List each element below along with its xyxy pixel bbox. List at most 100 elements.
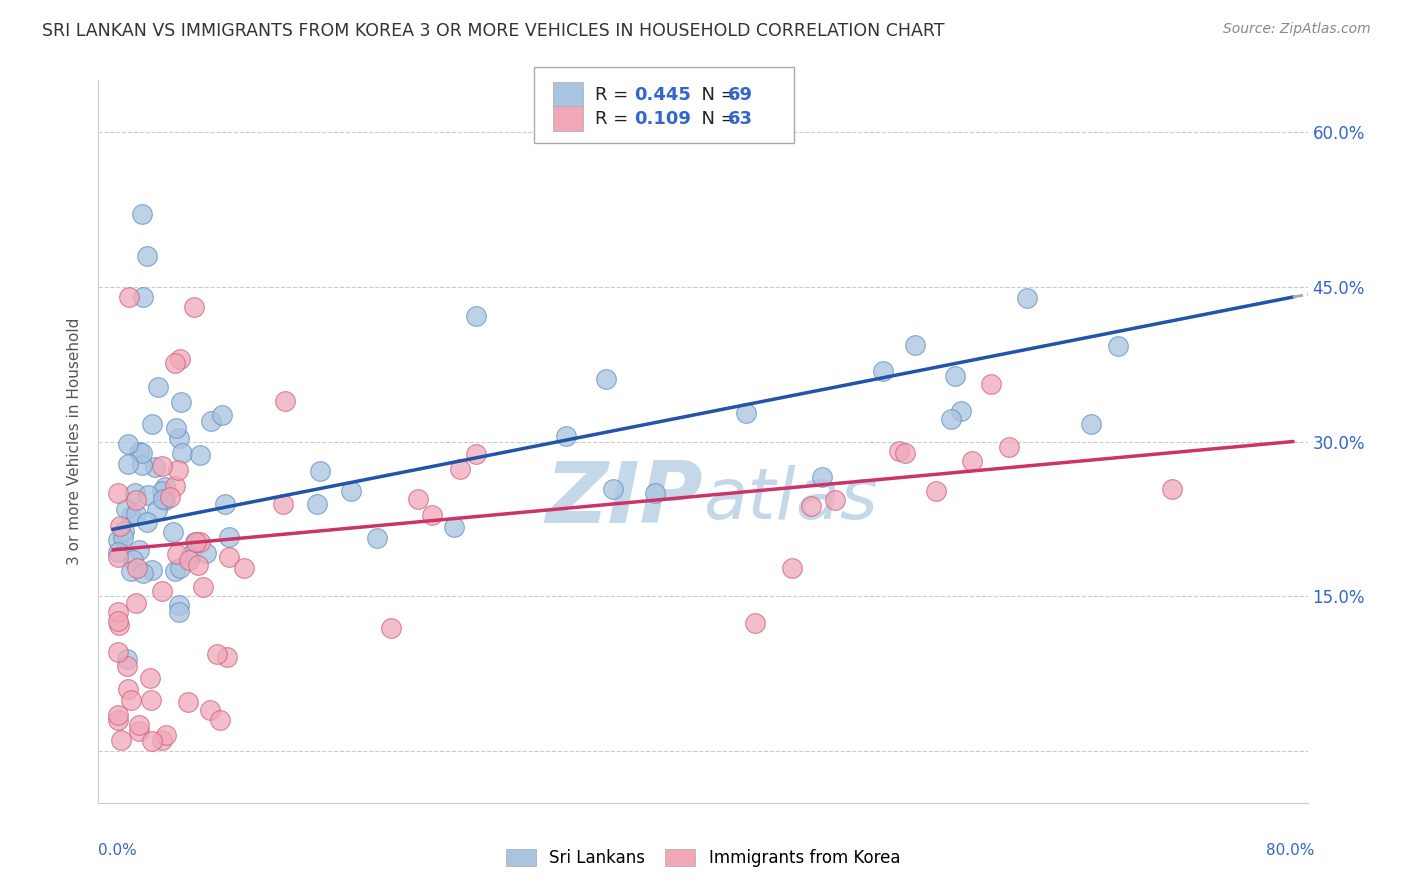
Point: [108, 519, 131, 533]
Point: [193, 580, 215, 594]
Point: [232, 561, 254, 575]
Point: [120, 509, 142, 524]
Point: [107, 707, 129, 722]
Point: [169, 351, 191, 366]
Text: 80.0%: 80.0%: [1267, 843, 1315, 858]
Point: [112, 530, 135, 544]
Point: [872, 364, 894, 378]
Point: [1017, 291, 1039, 305]
Point: [308, 464, 330, 478]
Point: [208, 713, 231, 727]
Text: 0.0%: 0.0%: [98, 843, 138, 858]
Point: [644, 485, 666, 500]
Point: [420, 508, 443, 522]
Point: [273, 497, 295, 511]
Point: [107, 614, 129, 628]
Point: [184, 534, 207, 549]
Point: [780, 561, 803, 575]
Point: [449, 462, 471, 476]
Point: [207, 647, 229, 661]
Point: [141, 563, 163, 577]
Point: [172, 446, 194, 460]
Point: [159, 490, 181, 504]
Point: [195, 546, 218, 560]
Text: SRI LANKAN VS IMMIGRANTS FROM KOREA 3 OR MORE VEHICLES IN HOUSEHOLD CORRELATION : SRI LANKAN VS IMMIGRANTS FROM KOREA 3 OR…: [42, 22, 945, 40]
Point: [939, 412, 962, 426]
Point: [112, 524, 135, 539]
Point: [122, 553, 145, 567]
Point: [184, 535, 207, 549]
Point: [179, 553, 201, 567]
Point: [894, 446, 917, 460]
Text: Source: ZipAtlas.com: Source: ZipAtlas.com: [1223, 22, 1371, 37]
Point: [107, 606, 129, 620]
Point: [107, 645, 129, 659]
Point: [117, 681, 139, 696]
Point: [811, 470, 834, 484]
Point: [117, 458, 139, 472]
Point: [735, 406, 758, 420]
Point: [128, 723, 150, 738]
Point: [595, 372, 617, 386]
Y-axis label: 3 or more Vehicles in Household: 3 or more Vehicles in Household: [67, 318, 83, 566]
Point: [136, 515, 159, 529]
Point: [128, 543, 150, 558]
Point: [307, 497, 329, 511]
Point: [136, 488, 159, 502]
Point: [117, 436, 139, 450]
Point: [153, 480, 176, 494]
Point: [800, 500, 823, 514]
Text: atlas: atlas: [703, 465, 877, 533]
Point: [120, 693, 142, 707]
Point: [904, 338, 927, 352]
Text: 69: 69: [728, 86, 754, 103]
Point: [155, 728, 177, 742]
Point: [153, 493, 176, 508]
Point: [110, 732, 132, 747]
Point: [602, 482, 624, 496]
Point: [141, 734, 163, 748]
Point: [166, 548, 188, 562]
Point: [107, 485, 129, 500]
Point: [152, 491, 174, 506]
Point: [554, 429, 576, 443]
Point: [150, 459, 173, 474]
Point: [1080, 417, 1102, 432]
Point: [183, 301, 205, 315]
Point: [169, 561, 191, 575]
Point: [218, 550, 240, 565]
Point: [824, 492, 846, 507]
Point: [1160, 482, 1182, 496]
Point: [443, 520, 465, 534]
Point: [177, 695, 200, 709]
Point: [380, 621, 402, 635]
Point: [141, 417, 163, 431]
Point: [107, 545, 129, 559]
Point: [125, 596, 148, 610]
Point: [115, 502, 138, 516]
Point: [998, 440, 1021, 454]
Point: [169, 598, 191, 612]
Point: [464, 447, 486, 461]
Point: [198, 703, 221, 717]
Point: [464, 309, 486, 323]
Text: 0.445: 0.445: [634, 86, 690, 103]
Point: [200, 414, 222, 428]
Point: [139, 671, 162, 685]
Point: [887, 444, 910, 458]
Point: [146, 503, 169, 517]
Point: [211, 408, 233, 422]
Point: [124, 485, 146, 500]
Point: [131, 446, 153, 460]
Point: [167, 431, 190, 445]
Text: R =: R =: [595, 86, 634, 103]
Point: [187, 558, 209, 572]
Point: [132, 290, 155, 304]
Point: [165, 421, 187, 435]
Point: [162, 524, 184, 539]
Point: [107, 533, 129, 547]
Point: [115, 652, 138, 666]
Point: [128, 445, 150, 459]
Point: [339, 483, 361, 498]
Point: [115, 658, 138, 673]
